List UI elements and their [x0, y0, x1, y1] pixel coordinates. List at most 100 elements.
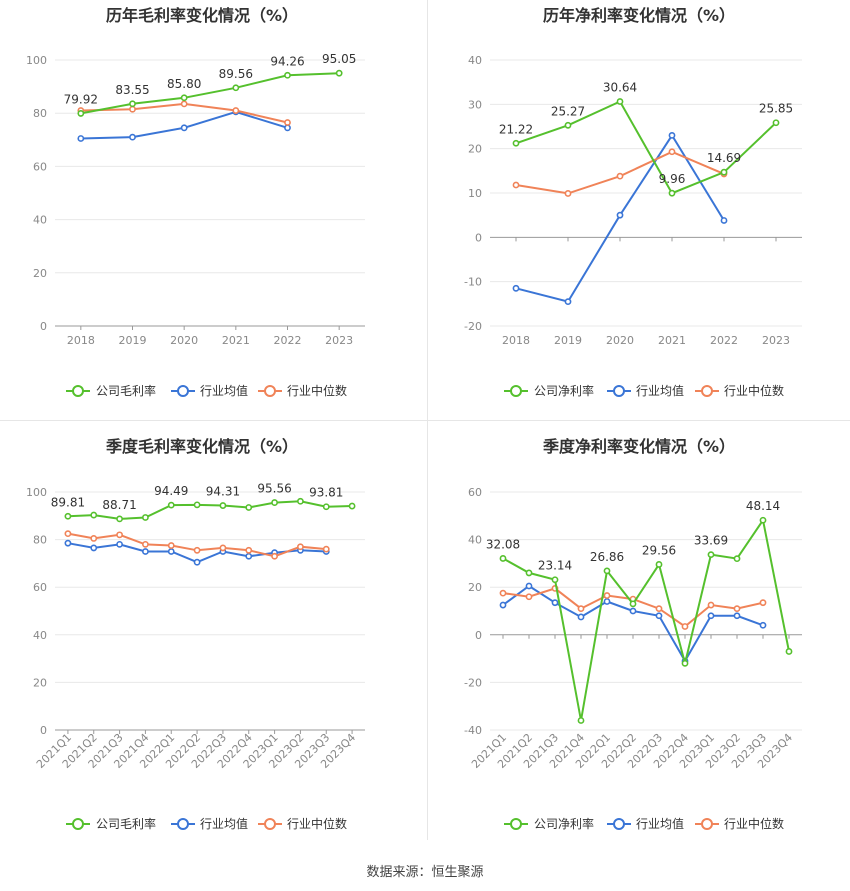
chart-panel-3: 季度毛利率变化情况（%）0204060801002021Q12021Q22021…: [26, 437, 365, 831]
data-point-avg: [655, 612, 663, 620]
data-point-company: [681, 659, 689, 667]
data-label: 89.56: [219, 67, 253, 81]
data-label: 30.64: [603, 80, 637, 94]
data-point-company: [577, 717, 585, 724]
data-point-avg: [707, 612, 715, 620]
data-point-avg: [245, 552, 253, 560]
x-tick-label: 2022: [274, 334, 302, 347]
data-source-label: 数据来源：恒生聚源: [366, 865, 484, 880]
data-label: 83.55: [115, 83, 149, 97]
data-point-company: [129, 100, 136, 108]
data-point-company: [499, 555, 507, 562]
legend-marker-company: [72, 385, 84, 397]
data-point-company: [733, 555, 741, 563]
legend-label-company: 公司毛利率: [96, 816, 156, 831]
y-tick-label: 60: [468, 486, 482, 499]
y-tick-label: 10: [468, 187, 482, 200]
data-point-avg: [284, 124, 291, 132]
data-label: 85.80: [167, 77, 201, 91]
data-label: 21.22: [499, 122, 533, 136]
legend-label-company: 公司净利率: [534, 816, 594, 831]
data-point-company: [707, 551, 715, 559]
chart-title: 季度毛利率变化情况（%）: [105, 437, 298, 456]
data-point-avg: [499, 601, 507, 609]
legend-marker-avg: [177, 818, 189, 830]
data-point-median: [180, 100, 188, 108]
data-point-median: [219, 544, 227, 552]
data-point-median: [525, 593, 533, 601]
legend-marker-median: [264, 385, 276, 397]
series-line-company: [80, 72, 340, 115]
data-point-avg: [564, 298, 572, 306]
data-point-avg: [603, 598, 611, 605]
y-tick-label: 100: [26, 486, 47, 499]
data-label: 29.56: [642, 543, 676, 557]
data-point-median: [64, 530, 72, 538]
data-label: 26.86: [590, 550, 624, 564]
data-point-avg: [512, 284, 520, 292]
data-point-median: [499, 589, 507, 597]
series-line-median: [515, 150, 725, 195]
data-label: 14.69: [707, 151, 741, 165]
x-tick-label: 2023: [325, 334, 353, 347]
data-point-median: [245, 546, 253, 554]
legend-marker-median: [264, 818, 276, 830]
data-point-median: [193, 546, 201, 554]
data-label: 94.49: [154, 484, 188, 498]
data-point-avg: [577, 613, 585, 621]
data-label: 79.92: [64, 92, 98, 106]
data-point-company: [668, 189, 676, 197]
y-tick-label: 30: [468, 98, 482, 111]
data-point-median: [668, 148, 676, 156]
data-point-median: [655, 605, 663, 613]
data-point-company: [629, 600, 637, 608]
legend-label-avg: 行业均值: [200, 816, 248, 831]
y-tick-label: 60: [33, 160, 47, 173]
data-point-median: [759, 599, 767, 607]
legend-label-avg: 行业均值: [636, 383, 684, 398]
data-point-median: [681, 623, 689, 630]
data-point-avg: [64, 539, 72, 547]
data-label: 23.14: [538, 559, 572, 573]
x-tick-label: 2023: [762, 334, 790, 347]
y-tick-label: 40: [468, 534, 482, 547]
data-point-median: [284, 119, 291, 126]
y-tick-label: 0: [40, 320, 47, 333]
data-point-median: [297, 543, 304, 551]
legend-marker-avg: [613, 385, 625, 397]
data-point-median: [603, 592, 611, 599]
x-tick-label: 2020: [170, 334, 198, 347]
data-point-avg: [116, 540, 123, 548]
data-point-company: [720, 168, 728, 176]
data-point-company: [64, 512, 72, 520]
data-point-company: [90, 511, 98, 519]
data-point-avg: [142, 548, 149, 555]
legend-label-company: 公司净利率: [534, 383, 594, 398]
legend-label-avg: 行业均值: [636, 816, 684, 831]
data-point-company: [551, 576, 559, 584]
legend-label-median: 行业中位数: [724, 383, 784, 398]
data-label: 9.96: [659, 172, 686, 186]
x-tick-label: 2021: [658, 334, 686, 347]
data-point-avg: [629, 607, 637, 615]
data-point-median: [232, 107, 240, 114]
data-point-company: [219, 502, 227, 509]
legend-marker-avg: [177, 385, 189, 397]
data-point-company: [297, 497, 304, 505]
data-point-company: [335, 69, 343, 77]
data-point-company: [772, 119, 780, 127]
x-tick-label: 2020: [606, 334, 634, 347]
data-point-median: [271, 552, 278, 560]
data-point-avg: [733, 612, 741, 620]
data-point-company: [655, 561, 663, 568]
data-label: 95.05: [322, 52, 356, 66]
legend-label-avg: 行业均值: [200, 383, 248, 398]
data-point-median: [116, 531, 123, 539]
legend-label-median: 行业中位数: [287, 383, 347, 398]
y-tick-label: 0: [40, 724, 47, 737]
y-tick-label: 0: [475, 231, 482, 244]
data-point-median: [616, 172, 624, 180]
data-point-median: [733, 605, 741, 613]
y-tick-label: 80: [33, 107, 47, 120]
